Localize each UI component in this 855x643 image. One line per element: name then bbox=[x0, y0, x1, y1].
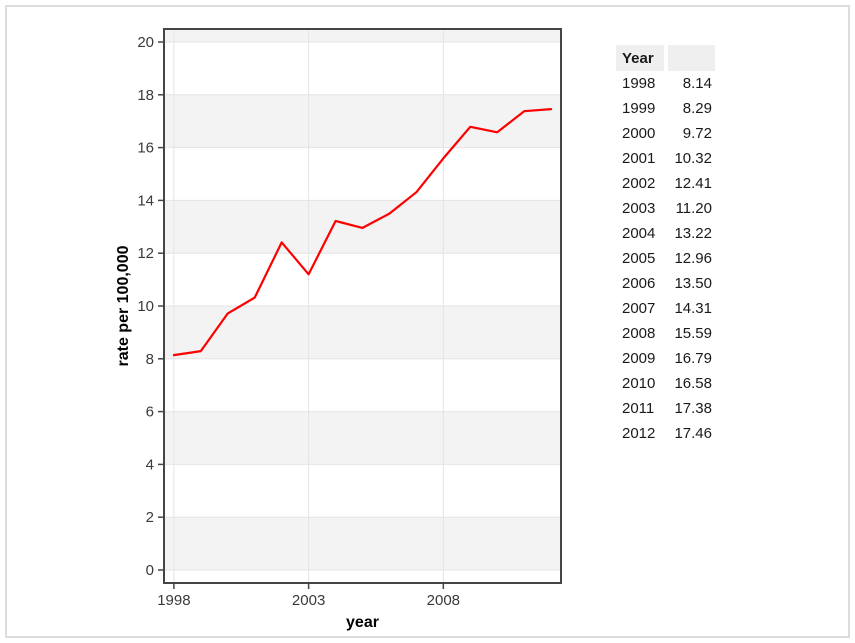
x-tick-label: 1998 bbox=[157, 592, 190, 609]
table-cell-value: 10.32 bbox=[674, 150, 712, 167]
line-chart: 0 2 4 6 8 10 12 14 16 18 20 1998 2003 2008 year rate pe… bbox=[7, 7, 627, 637]
table-row: 2011 17.38 bbox=[616, 396, 715, 421]
chart-canvas: 0 2 4 6 8 10 12 14 16 18 20 1998 2003 2008 year rate pe… bbox=[115, 28, 562, 631]
table-row: 2006 13.50 bbox=[616, 271, 715, 296]
y-tick-label: 18 bbox=[137, 87, 154, 104]
table-cell-value: 16.79 bbox=[674, 350, 712, 367]
y-tick-label: 10 bbox=[137, 298, 154, 315]
table-cell-value: 12.96 bbox=[674, 250, 712, 267]
table-cell-year: 2007 bbox=[622, 300, 656, 317]
table-cell-value: 11.20 bbox=[675, 200, 712, 217]
screenshot-frame: 0 2 4 6 8 10 12 14 16 18 20 1998 2003 2008 year rate pe… bbox=[5, 5, 850, 638]
x-tick-label: 2008 bbox=[427, 592, 460, 609]
table-cell-year: 2001 bbox=[622, 150, 656, 167]
table-cell-year: 2008 bbox=[622, 325, 656, 342]
table-cell-year: 2005 bbox=[622, 250, 656, 267]
table-row: 2010 16.58 bbox=[616, 371, 715, 396]
table-row: 1998 8.14 bbox=[616, 71, 715, 96]
y-tick-label: 12 bbox=[137, 245, 154, 262]
table-cell-year: 1999 bbox=[622, 100, 656, 117]
table-cell-year: 1998 bbox=[622, 75, 656, 92]
table-row: 2000 9.72 bbox=[616, 121, 715, 146]
table-cell-value: 8.29 bbox=[682, 100, 712, 117]
table-cell-value: 15.59 bbox=[674, 325, 712, 342]
table-cell-value: 13.50 bbox=[674, 275, 712, 292]
plot-background-band bbox=[165, 411, 560, 465]
table-header-year: Year bbox=[616, 45, 664, 71]
data-line bbox=[172, 107, 553, 357]
table-row: 2003 11.20 bbox=[616, 196, 715, 221]
y-axis-title: rate per 100,000 bbox=[115, 245, 132, 366]
table-cell-year: 2012 bbox=[622, 425, 656, 442]
y-tick-label: 16 bbox=[137, 140, 154, 157]
table-row: 2007 14.31 bbox=[616, 296, 715, 321]
y-tick-label: 0 bbox=[146, 562, 154, 579]
table-cell-year: 2010 bbox=[622, 375, 656, 392]
table-cell-year: 2009 bbox=[622, 350, 656, 367]
y-tick-label: 2 bbox=[146, 509, 154, 526]
table-cell-year: 2002 bbox=[622, 175, 656, 192]
y-tick-label: 20 bbox=[137, 34, 154, 51]
table-cell-value: 9.72 bbox=[682, 125, 712, 142]
y-tick-label: 4 bbox=[146, 456, 154, 473]
table-cell-value: 17.46 bbox=[674, 425, 712, 442]
table-cell-value: 16.58 bbox=[674, 375, 712, 392]
data-table: Year 1998 8.14 1999 8.29 2000 9.72 2001 10.32 20… bbox=[612, 45, 719, 446]
y-tick-label: 8 bbox=[146, 351, 154, 368]
table-row: 2001 10.32 bbox=[616, 146, 715, 171]
table-cell-value: 14.31 bbox=[674, 300, 712, 317]
table-row: 2005 12.96 bbox=[616, 246, 715, 271]
y-tick-label: 6 bbox=[146, 404, 154, 421]
table-row: 2004 13.22 bbox=[616, 221, 715, 246]
table-cell-year: 2003 bbox=[622, 200, 656, 217]
table-cell-year: 2011 bbox=[622, 400, 655, 417]
table-cell-year: 2006 bbox=[622, 275, 656, 292]
plot-background-band bbox=[165, 306, 560, 359]
table-header-value bbox=[668, 45, 715, 71]
table-row: 2012 17.46 bbox=[616, 421, 715, 446]
plot-background-band bbox=[165, 94, 560, 148]
table-cell-value: 8.14 bbox=[682, 75, 712, 92]
y-tick-label: 14 bbox=[137, 192, 154, 209]
table-row: 1999 8.29 bbox=[616, 96, 715, 121]
plot-background-band bbox=[165, 517, 560, 570]
table-cell-value: 17.38 bbox=[674, 400, 712, 417]
table-cell-year: 2004 bbox=[622, 225, 656, 242]
plot-background-band bbox=[165, 30, 560, 43]
table-header-row: Year bbox=[616, 45, 715, 71]
table-cell-value: 13.22 bbox=[674, 225, 712, 242]
table-row: 2009 16.79 bbox=[616, 346, 715, 371]
table-cell-value: 12.41 bbox=[674, 175, 712, 192]
table-cell-year: 2000 bbox=[622, 125, 656, 142]
table-row: 2002 12.41 bbox=[616, 171, 715, 196]
x-tick-label: 2003 bbox=[292, 592, 325, 609]
table-row: 2008 15.59 bbox=[616, 321, 715, 346]
x-axis-title: year bbox=[346, 614, 379, 631]
